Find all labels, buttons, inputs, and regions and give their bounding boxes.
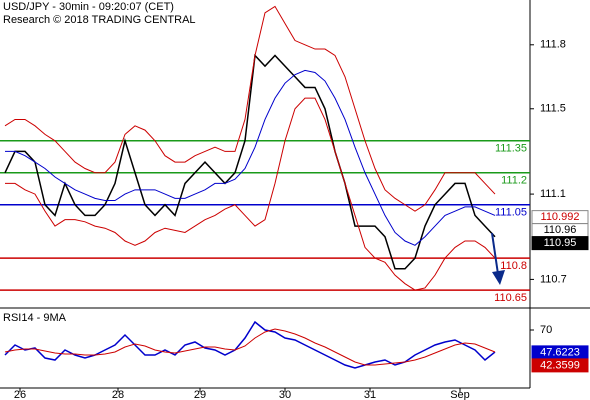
series-line bbox=[4, 328, 496, 366]
level-label: 111.2 bbox=[501, 175, 527, 187]
chart-title: USD/JPY - 30min - 09:20:07 (CET) bbox=[3, 1, 174, 13]
y-tick-label: 110.7 bbox=[540, 273, 567, 285]
level-label: 110.65 bbox=[494, 292, 527, 304]
x-tick-label: 28 bbox=[112, 389, 124, 400]
price-tag-label: 42.3599 bbox=[540, 359, 580, 371]
series-line bbox=[4, 5, 496, 212]
series-line bbox=[5, 97, 496, 291]
rsi-title: RSI14 - 9MA bbox=[3, 312, 67, 324]
series-line bbox=[4, 53, 496, 270]
x-tick-label: 30 bbox=[279, 389, 291, 400]
x-tick-label: 31 bbox=[364, 389, 376, 400]
x-tick-label: 29 bbox=[194, 389, 206, 400]
level-label: 111.35 bbox=[495, 143, 527, 155]
y-tick-label: 70 bbox=[540, 324, 552, 336]
x-tick-label: Sep bbox=[450, 389, 470, 400]
price-tag bbox=[531, 358, 589, 373]
price-tag-label: 47.6223 bbox=[540, 346, 580, 358]
y-tick-label: 111.1 bbox=[540, 188, 566, 200]
price-tag-label: 110.992 bbox=[541, 211, 580, 223]
y-tick-label: 111.8 bbox=[540, 39, 566, 51]
series-line bbox=[4, 320, 496, 369]
y-tick-label: 111.5 bbox=[540, 103, 566, 115]
level-label: 111.05 bbox=[495, 207, 527, 219]
price-tag-label: 110.96 bbox=[544, 224, 577, 236]
forecast-arrow bbox=[491, 232, 505, 285]
level-label: 110.8 bbox=[500, 260, 527, 272]
series-line bbox=[5, 69, 496, 246]
chart-subtitle: Research © 2018 TRADING CENTRAL bbox=[3, 14, 196, 26]
price-tag-label: 110.95 bbox=[544, 237, 577, 249]
x-tick-label: 26 bbox=[14, 389, 26, 400]
price-tag bbox=[531, 236, 589, 251]
